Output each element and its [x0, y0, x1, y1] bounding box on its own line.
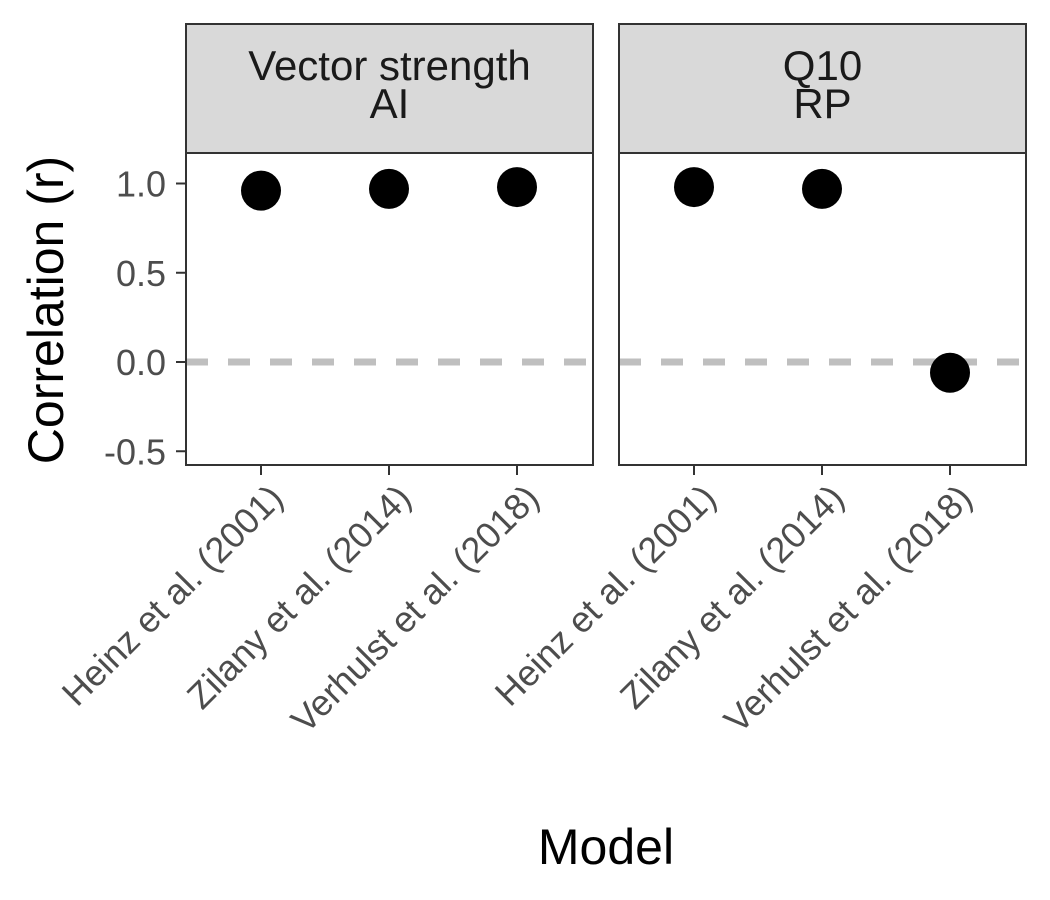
facet-strip-label: RP — [793, 80, 851, 127]
facet-strip-label: AI — [370, 80, 410, 127]
data-point — [930, 352, 970, 393]
data-point — [241, 170, 281, 211]
x-axis-title: Model — [538, 819, 674, 875]
y-tick-label: 0.5 — [116, 253, 166, 294]
y-tick-label: 0.0 — [116, 342, 166, 383]
data-point — [802, 168, 842, 209]
x-tick-label: Zilany et al. (2014) — [179, 477, 419, 717]
x-tick-label: Heinz et al. (2001) — [54, 477, 291, 714]
data-point — [674, 167, 714, 208]
data-point — [497, 167, 537, 208]
y-axis-title: Correlation (r) — [18, 156, 74, 464]
x-tick-label: Verhulst et al. (2018) — [716, 477, 980, 741]
data-point — [369, 168, 409, 209]
x-tick-label: Zilany et al. (2014) — [612, 477, 852, 717]
y-axis: 1.0 0.5 0.0 -0.5 — [104, 164, 186, 472]
y-tick-label: 1.0 — [116, 164, 166, 205]
facet-strip-label: Q10 — [783, 42, 862, 89]
y-tick-label: -0.5 — [104, 431, 166, 472]
facet-strip — [618, 23, 1027, 154]
facet-strip — [185, 23, 594, 154]
facet-strip-label: Vector strength — [248, 42, 531, 89]
